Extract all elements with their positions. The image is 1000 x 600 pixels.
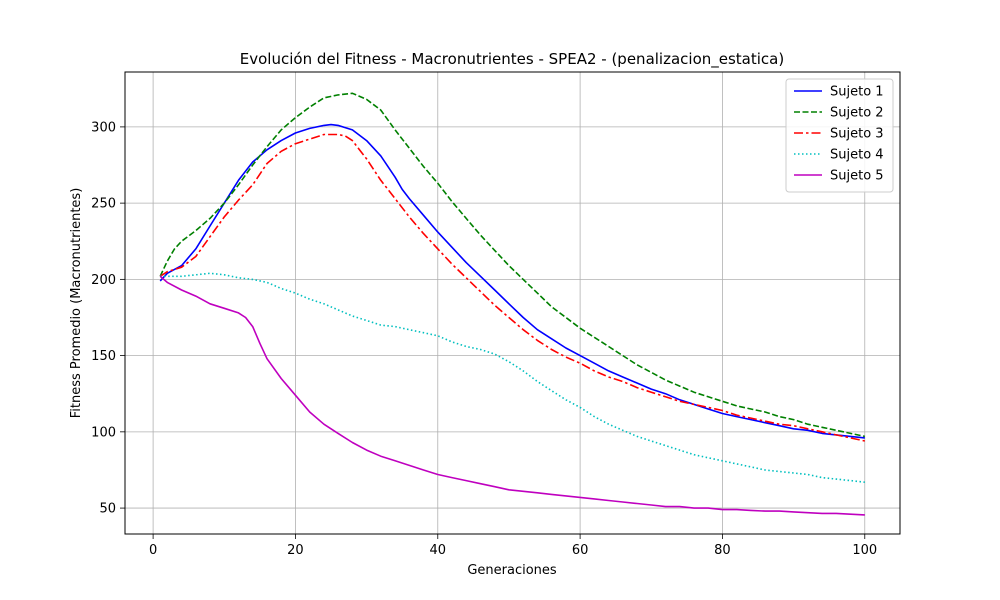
x-tick-label: 40 [430, 543, 447, 558]
y-tick-label: 100 [91, 425, 116, 440]
x-axis-label: Generaciones [467, 563, 557, 578]
x-tick-label: 20 [287, 543, 304, 558]
legend: Sujeto 1 Sujeto 2 Sujeto 3 Sujeto 4 Sujeto 5 [785, 78, 894, 193]
y-tick-label: 150 [91, 349, 116, 364]
y-axis-label: Fitness Promedio (Macronutrientes) [69, 188, 84, 419]
series-lines [159, 92, 865, 516]
x-tick-label: 80 [714, 543, 731, 558]
legend-label: Sujeto 2 [830, 106, 884, 121]
grid [125, 72, 900, 534]
legend-box [785, 78, 894, 193]
series-line-sujeto-2 [159, 92, 865, 438]
series-line-sujeto-4 [160, 272, 865, 483]
series-line-sujeto-1 [159, 123, 865, 439]
y-tick-label: 50 [99, 502, 116, 517]
x-tick-label: 0 [149, 543, 157, 558]
series-line-sujeto-3 [159, 133, 865, 442]
y-tick-label: 300 [91, 120, 116, 135]
y-tick-label: 250 [91, 197, 116, 212]
legend-label: Sujeto 3 [830, 127, 884, 142]
x-tick-label: 100 [852, 543, 877, 558]
legend-label: Sujeto 5 [830, 169, 884, 184]
chart-title: Evolución del Fitness - Macronutrientes … [240, 50, 784, 69]
legend-label: Sujeto 4 [830, 148, 884, 163]
series-line-sujeto-5 [159, 275, 865, 516]
axis-ticks: 0 20 40 60 80 100 50 100 150 200 250 300 [91, 120, 877, 558]
y-tick-label: 200 [91, 273, 116, 288]
legend-label: Sujeto 1 [830, 85, 884, 100]
plot-frame [124, 71, 901, 535]
x-tick-label: 60 [572, 543, 589, 558]
